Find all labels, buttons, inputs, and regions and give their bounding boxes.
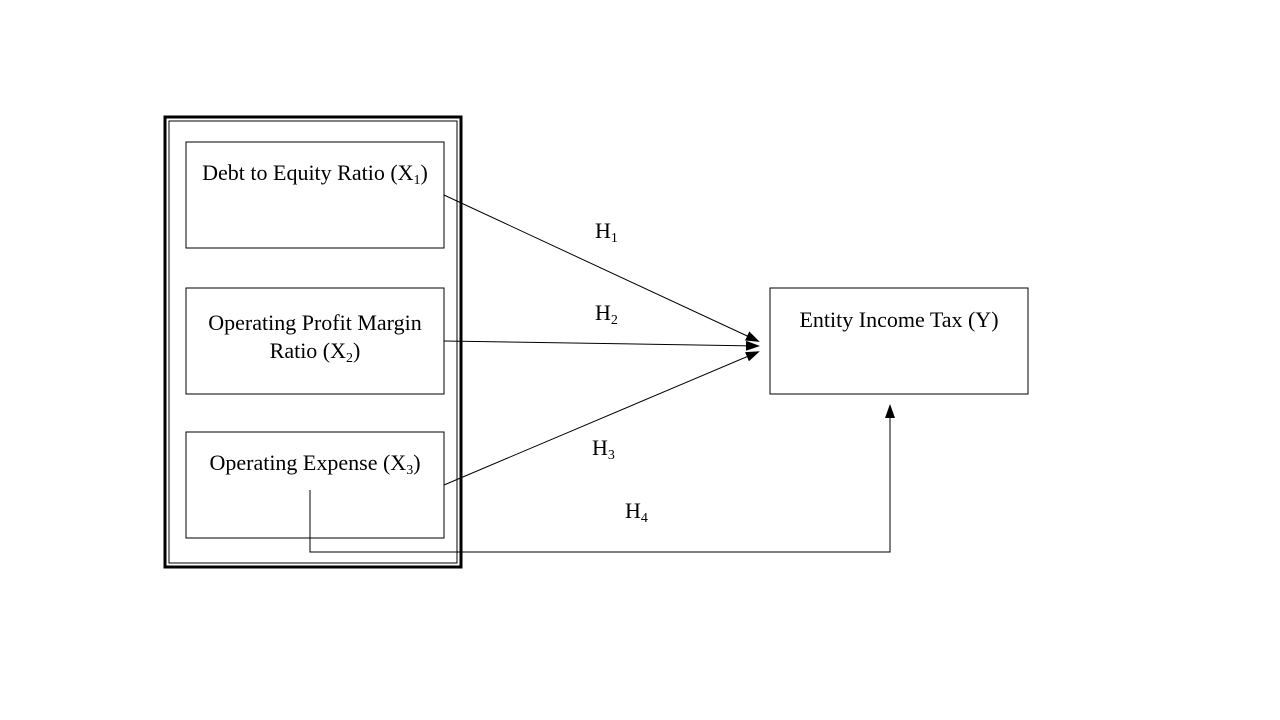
node-y (770, 288, 1028, 394)
node-x1-label: Debt to Equity Ratio (X1) (202, 160, 428, 188)
edge-h3 (444, 352, 758, 485)
node-x3-label: Operating Expense (X3) (209, 450, 420, 478)
edge-h1-label: H1 (595, 218, 618, 246)
edge-h2-label: H2 (595, 300, 618, 328)
node-x3 (186, 432, 444, 538)
edge-h3-label: H3 (592, 435, 615, 463)
node-x1 (186, 142, 444, 248)
node-x2-label: Operating Profit Margin (208, 310, 421, 335)
edge-h2 (444, 341, 758, 346)
node-y-label: Entity Income Tax (Y) (799, 307, 998, 332)
conceptual-framework-diagram: Debt to Equity Ratio (X1) Operating Prof… (0, 0, 1280, 720)
edge-h4-label: H4 (625, 498, 648, 526)
